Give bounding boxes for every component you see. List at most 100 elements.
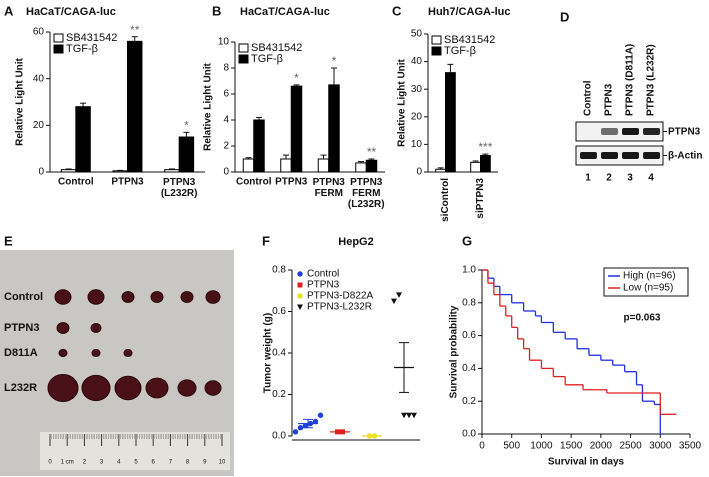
lane-number: 4 xyxy=(648,173,654,184)
chart-title: HaCaT/CAGA-luc xyxy=(26,6,116,18)
ruler-label: 5 xyxy=(134,460,138,466)
x-tick-label: 2000 xyxy=(590,441,613,452)
legend-label: TGF-β xyxy=(66,43,98,55)
y-tick-label: 0.6 xyxy=(272,306,286,317)
x-tick-label: PTPN3 xyxy=(275,177,308,188)
tumor xyxy=(90,323,102,333)
y-tick-label: 20 xyxy=(411,111,423,122)
significance: ** xyxy=(130,23,140,37)
ruler-label: 2 xyxy=(83,460,87,466)
x-tick-label: Control xyxy=(58,177,94,188)
legend-label: PTPN3-L232R xyxy=(307,302,372,313)
y-tick-label: 0.2 xyxy=(272,389,286,400)
y-axis-label: Relative Light Unit xyxy=(15,57,26,145)
panel-label: E xyxy=(4,233,13,248)
blot-band xyxy=(601,128,618,135)
data-point xyxy=(297,425,304,431)
y-tick-label: 10 xyxy=(218,37,230,48)
y-axis-label: Relative Light Unit xyxy=(397,58,408,146)
data-point xyxy=(391,298,397,305)
data-point xyxy=(312,418,319,425)
significance: * xyxy=(294,71,299,85)
blot-band xyxy=(601,152,618,159)
lane-header: PTPN3 (D811A) xyxy=(625,44,636,116)
legend-swatch xyxy=(238,43,249,53)
row-label: β-Actin xyxy=(668,151,702,162)
legend-label: SB431542 xyxy=(251,42,302,54)
tumor xyxy=(91,348,101,358)
row-label: PTPN3 xyxy=(668,127,701,138)
ruler-label: 10 xyxy=(219,460,226,466)
legend-marker xyxy=(297,293,303,299)
blot-band xyxy=(622,128,639,135)
legend-swatch xyxy=(53,33,64,43)
legend-swatch xyxy=(431,35,442,45)
bar xyxy=(317,158,330,173)
tumor xyxy=(177,379,197,397)
y-tick-label: 60 xyxy=(33,27,45,38)
x-tick-label: 1000 xyxy=(530,441,553,452)
row-label: L232R xyxy=(4,382,37,394)
legend-label: PTPN3 xyxy=(307,280,340,291)
significance: *** xyxy=(478,140,492,154)
x-tick-label: Control xyxy=(236,177,272,188)
tumor xyxy=(121,291,135,303)
y-tick-label: 50 xyxy=(411,29,423,40)
ruler-label: 1 cm xyxy=(61,460,74,466)
x-tick-label: 3500 xyxy=(679,441,702,452)
bar xyxy=(480,154,491,173)
row-label: D811A xyxy=(4,347,38,359)
chart-title: HepG2 xyxy=(338,236,373,248)
data-point xyxy=(317,412,324,418)
bar xyxy=(328,84,340,173)
lane-number: 2 xyxy=(606,173,612,184)
bar xyxy=(112,170,128,173)
bar xyxy=(470,161,482,173)
legend-swatch xyxy=(431,46,442,56)
tumor xyxy=(56,322,70,334)
ruler-label: 4 xyxy=(117,460,121,466)
lane-header: Control xyxy=(583,80,594,116)
legend-label: SB431542 xyxy=(66,32,117,44)
row-label: Control xyxy=(4,291,43,303)
y-axis-label: Relative Light Unit xyxy=(203,62,214,150)
legend-label: TGF-β xyxy=(251,53,283,65)
ruler xyxy=(40,432,230,470)
data-point xyxy=(302,422,309,429)
legend-swatch xyxy=(53,44,64,54)
ruler-label: 3 xyxy=(100,460,104,466)
bar xyxy=(60,169,77,173)
significance: ** xyxy=(367,145,377,159)
blot-band xyxy=(643,152,660,159)
chart-title: Huh7/CAGA-luc xyxy=(428,6,511,18)
y-tick-label: 0.8 xyxy=(462,297,476,308)
blot-band xyxy=(643,128,660,135)
legend-label: SB431542 xyxy=(444,34,495,46)
tumor xyxy=(205,290,221,304)
y-tick-label: 0.0 xyxy=(462,429,476,440)
y-tick-label: 0.0 xyxy=(272,431,286,442)
legend-marker xyxy=(297,282,303,288)
y-tick-label: 30 xyxy=(411,84,423,95)
x-tick-label: siControl xyxy=(440,178,451,222)
x-axis-label: Survival in days xyxy=(548,457,625,468)
ruler-label: 0 xyxy=(48,460,52,466)
lane-number: 1 xyxy=(585,173,591,184)
panel-label: G xyxy=(462,233,472,248)
chart-title: HaCaT/CAGA-luc xyxy=(240,6,330,18)
panel-label: F xyxy=(262,233,270,248)
y-tick-label: 0.4 xyxy=(462,363,476,374)
legend-marker xyxy=(297,304,303,310)
y-tick-label: 20 xyxy=(33,120,45,131)
bar xyxy=(178,136,195,173)
row-label: PTPN3 xyxy=(4,322,39,334)
data-point xyxy=(401,412,407,419)
ruler-label: 8 xyxy=(186,460,190,466)
y-tick-label: 0 xyxy=(416,167,422,178)
y-tick-label: 0.4 xyxy=(272,348,286,359)
tumor xyxy=(180,291,194,303)
y-tick-label: 2 xyxy=(223,141,229,152)
blot-band xyxy=(622,152,639,159)
bar xyxy=(365,159,378,173)
